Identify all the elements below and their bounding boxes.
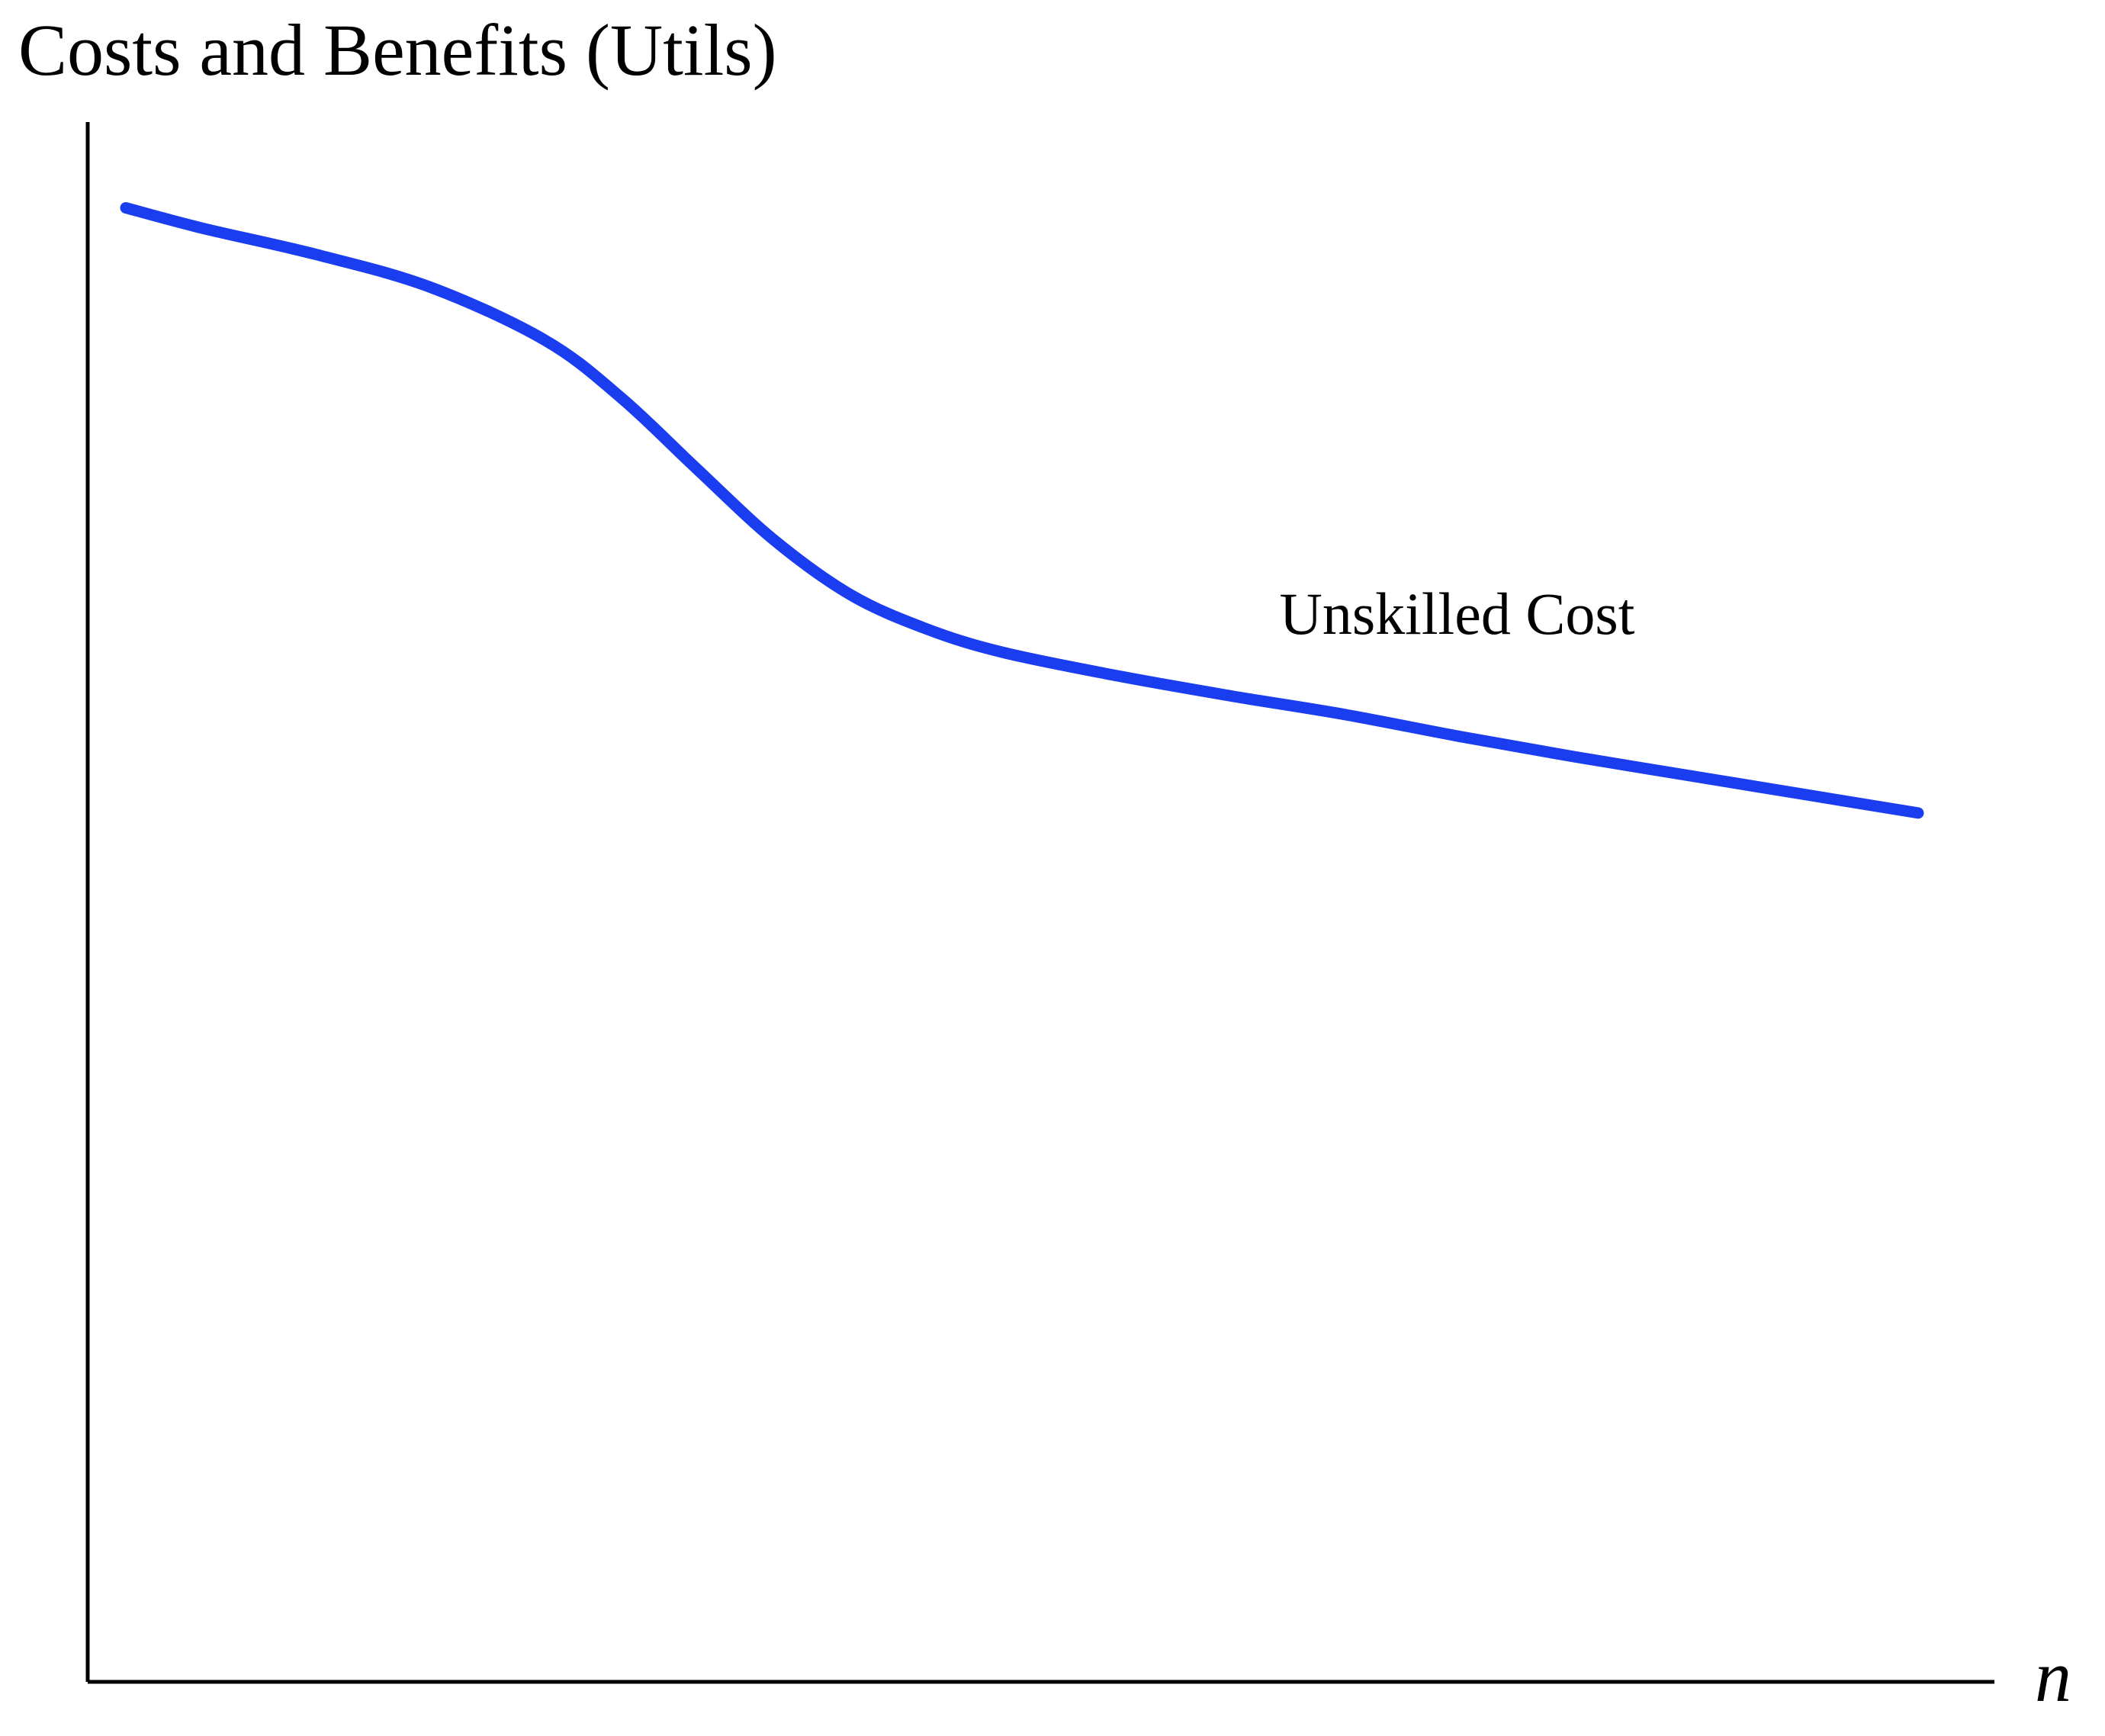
series-line-unskilled-cost — [120, 202, 1924, 819]
series-label-unskilled-cost: Unskilled Cost — [1280, 580, 1635, 647]
series-layer: Unskilled Cost — [120, 202, 1924, 819]
x-axis-label: n — [2035, 1635, 2071, 1717]
chart-title: Costs and Benefits (Utils) — [18, 9, 777, 91]
